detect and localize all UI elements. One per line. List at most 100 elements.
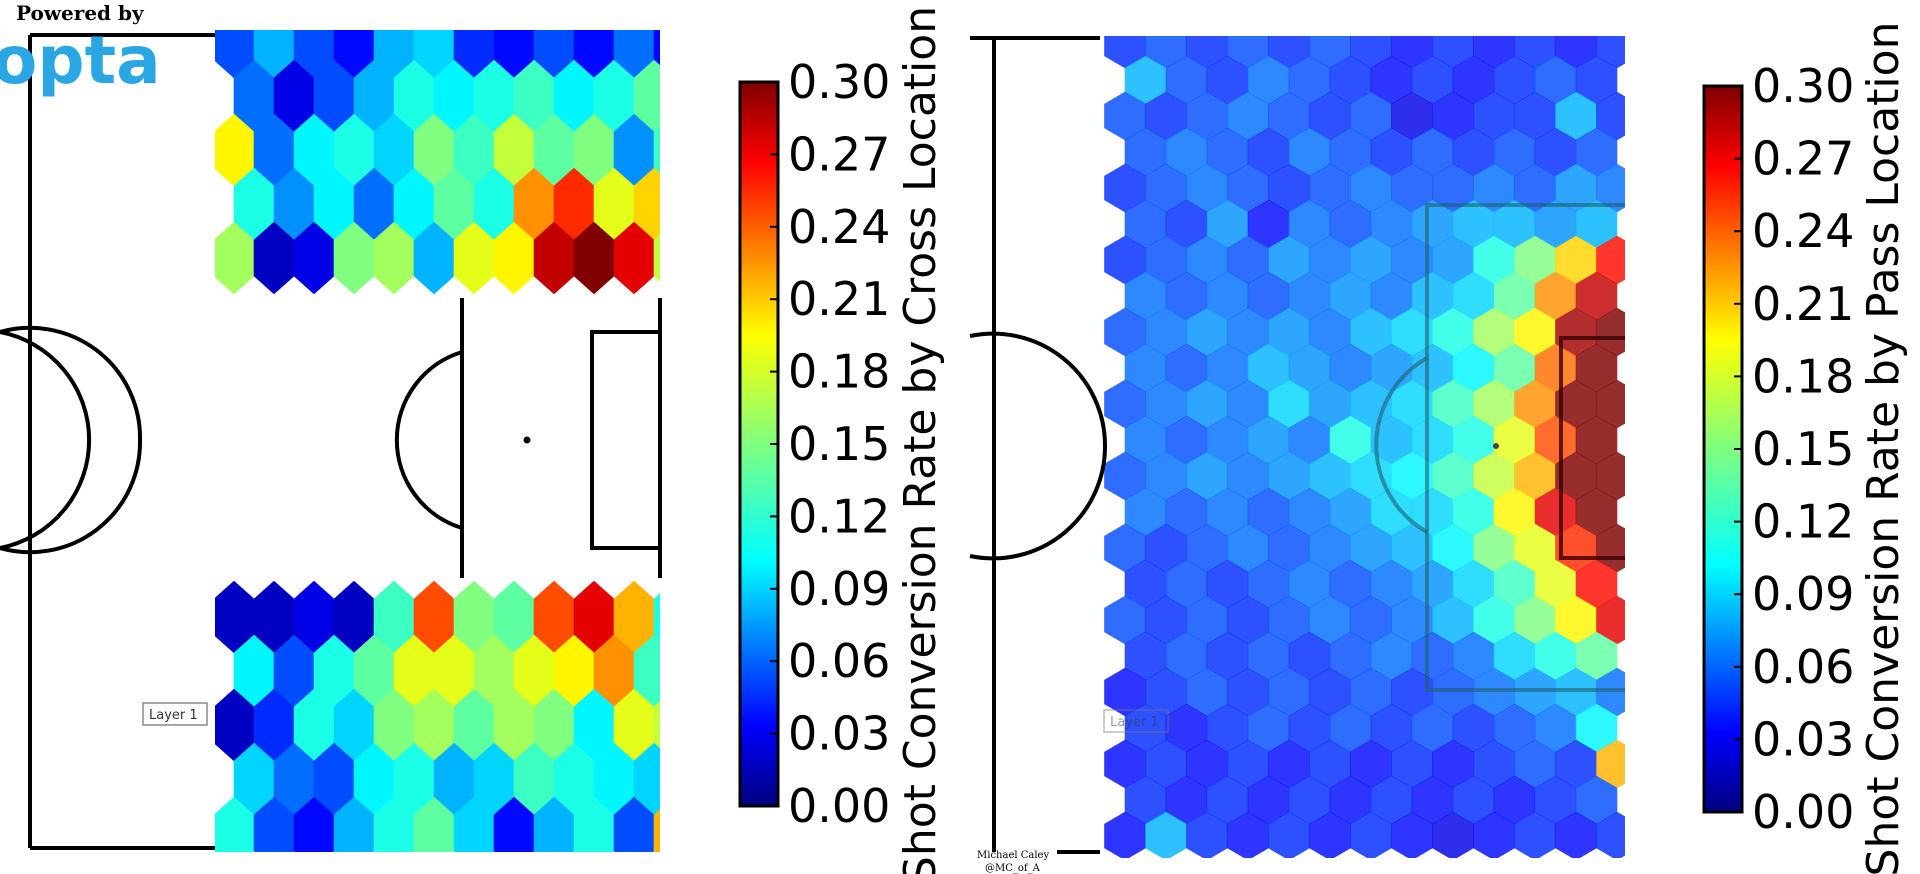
colorbar-tick-label: 0.15 [1752, 422, 1854, 476]
hex-cell [1370, 487, 1413, 537]
hex-cell [333, 796, 375, 852]
hex-cell [1145, 235, 1187, 285]
hex-cell [633, 742, 660, 816]
hex-cell [293, 221, 335, 295]
hex-cell [1247, 55, 1290, 105]
hex-cell [1329, 127, 1372, 177]
hex-cell [1104, 739, 1146, 789]
hex-cell [1391, 739, 1433, 789]
hex-cell [453, 796, 495, 852]
hex-cell [1165, 271, 1208, 321]
hex-cell [1432, 307, 1474, 357]
hex-cell [1124, 199, 1167, 249]
hex-cell [1452, 631, 1495, 681]
hex-cell [1288, 775, 1331, 825]
hex-cell [1268, 811, 1310, 858]
colorbar-ticks-left: 0.30 0.27 0.24 0.21 0.18 0.15 0.12 0.09 0.06 0.03… [770, 55, 890, 833]
hex-cell [453, 30, 495, 79]
hex-cell [1329, 271, 1372, 321]
hex-cell [1247, 199, 1290, 249]
hex-cell [1575, 415, 1618, 465]
hex-cell [1186, 163, 1228, 213]
hex-cell [1534, 631, 1577, 681]
hex-cell [1268, 523, 1310, 573]
hex-cell [1145, 523, 1187, 573]
hex-cell [1596, 523, 1625, 573]
hex-cell [333, 688, 375, 762]
hex-cell [1329, 703, 1372, 753]
hex-cell [1186, 91, 1228, 141]
hex-cell [493, 30, 535, 79]
hex-cell [433, 59, 475, 133]
hex-cell [1104, 451, 1146, 501]
colorbar-tick-label: 0.12 [1752, 495, 1854, 549]
layer-label-box-right [1103, 709, 1169, 733]
hex-cell [215, 30, 255, 79]
hex-cell [393, 167, 435, 241]
hex-cell [1288, 487, 1331, 537]
hex-cell [1206, 271, 1249, 321]
hex-cell [1473, 235, 1515, 285]
hex-cell [653, 30, 660, 66]
hex-cell [493, 580, 535, 654]
hex-cell [293, 688, 335, 762]
hex-cell [633, 634, 660, 708]
hex-cell [1493, 631, 1536, 681]
hex-cell [1514, 235, 1556, 285]
hex-cell [1555, 163, 1597, 213]
pitch-lines-left [0, 33, 662, 850]
opta-logo: opta [0, 22, 161, 99]
colorbar-ticks-right: 0.30 0.27 0.24 0.21 0.18 0.15 0.12 0.09 0.06 0.03… [1734, 59, 1854, 839]
hex-cell [553, 742, 595, 816]
hex-cell [453, 221, 495, 295]
hex-cell [233, 167, 275, 241]
hex-cell [1452, 559, 1495, 609]
colorbar-tick-label: 0.09 [788, 562, 890, 616]
cross-chart: Powered by opta Layer 1 0.30 0.27 0.24 0.21… [0, 1, 946, 874]
hex-cell [1104, 36, 1146, 69]
hex-cell [613, 688, 655, 762]
hex-cell [293, 796, 335, 852]
hex-cell [1391, 235, 1433, 285]
hex-cell [1104, 667, 1146, 717]
hex-cell [1268, 739, 1310, 789]
hex-cell [1370, 631, 1413, 681]
hex-cell [1288, 55, 1331, 105]
hex-cell [1350, 667, 1392, 717]
hex-cell [1575, 775, 1618, 825]
hex-cell [1575, 559, 1618, 609]
hex-cell [1514, 739, 1556, 789]
hex-cell [1432, 595, 1474, 645]
hex-cell [1145, 811, 1187, 858]
hex-cell [1186, 523, 1228, 573]
hex-cell [1104, 523, 1146, 573]
hex-cell [1411, 703, 1454, 753]
hex-cell [373, 221, 415, 295]
hex-cell [1104, 91, 1146, 141]
hex-cell [613, 221, 655, 295]
colorbar-tick-label: 0.30 [1752, 59, 1854, 113]
hex-cell [1534, 487, 1577, 537]
hex-cell [1432, 163, 1474, 213]
hex-cell [1575, 271, 1618, 321]
hex-cell [553, 634, 595, 708]
hex-cell [473, 634, 515, 708]
hex-cell [1165, 703, 1208, 753]
hex-cell [1124, 271, 1167, 321]
hex-cell [1555, 36, 1597, 69]
hex-cell [1514, 379, 1556, 429]
pass-chart: Layer 1 Michael Caley @MC_of_A 0.300.270… [969, 22, 1909, 874]
hexbin-cells-right [1104, 36, 1625, 858]
hex-cell [1493, 343, 1536, 393]
hex-cell [1329, 55, 1372, 105]
hex-cell [1350, 523, 1392, 573]
hex-cell [413, 796, 455, 852]
penalty-spot-left [523, 436, 531, 444]
hex-cell [253, 580, 295, 654]
colorbar-tick-label: 0.21 [788, 272, 890, 326]
hex-cell [413, 580, 455, 654]
hex-cell [1124, 127, 1167, 177]
pitch-lines-right [969, 36, 1625, 854]
hex-cell [1145, 739, 1187, 789]
hex-cell [1596, 811, 1625, 858]
